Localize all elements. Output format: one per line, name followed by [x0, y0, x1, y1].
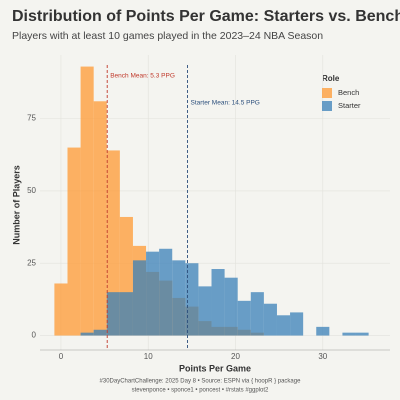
y-tick-label: 50: [27, 186, 36, 195]
bar: [185, 263, 199, 336]
bar: [119, 292, 133, 336]
chart-title: Distribution of Points Per Game: Starter…: [12, 8, 400, 25]
x-axis-label: Points Per Game: [179, 363, 251, 373]
bar: [93, 101, 107, 336]
y-axis-label: Number of Players: [11, 165, 21, 245]
x-tick-label: 0: [59, 352, 64, 361]
bar: [198, 286, 212, 336]
bar: [80, 332, 94, 336]
bar: [342, 332, 356, 336]
bar: [224, 277, 238, 336]
mean-annotation: Bench Mean: 5.3 PPG: [110, 73, 175, 80]
bar: [80, 66, 94, 336]
caption: stevenponce • sponce1 • poncest • #rstat…: [132, 388, 269, 394]
x-tick-label: 20: [231, 352, 240, 361]
legend-swatch: [322, 88, 332, 98]
bar: [237, 300, 251, 336]
bar: [211, 269, 225, 336]
chart-subtitle: Players with at least 10 games played in…: [12, 30, 323, 42]
caption: #30DayChartChallenge: 2025 Day 8 • Sourc…: [100, 379, 302, 385]
bar: [146, 251, 160, 336]
mean-annotation: Starter Mean: 14.5 PPG: [191, 100, 260, 107]
bar: [106, 292, 120, 336]
bar: [355, 332, 369, 336]
x-tick-label: 10: [144, 352, 153, 361]
bar: [263, 303, 277, 336]
y-tick-label: 75: [27, 114, 36, 123]
bar: [132, 260, 147, 336]
bar: [93, 329, 107, 336]
bar: [276, 315, 291, 336]
legend-label: Starter: [338, 101, 361, 110]
bar: [290, 312, 304, 336]
y-tick-label: 25: [27, 258, 36, 267]
bar: [250, 292, 264, 336]
bar: [159, 248, 173, 336]
bar: [172, 260, 186, 336]
bar: [54, 283, 68, 336]
legend-label: Bench: [338, 88, 359, 97]
legend-title: Role: [322, 74, 340, 83]
x-tick-label: 30: [318, 352, 327, 361]
bar: [67, 147, 81, 336]
bar: [106, 150, 120, 336]
y-tick-label: 0: [32, 331, 37, 340]
legend-swatch: [322, 101, 332, 111]
bar: [316, 326, 330, 336]
